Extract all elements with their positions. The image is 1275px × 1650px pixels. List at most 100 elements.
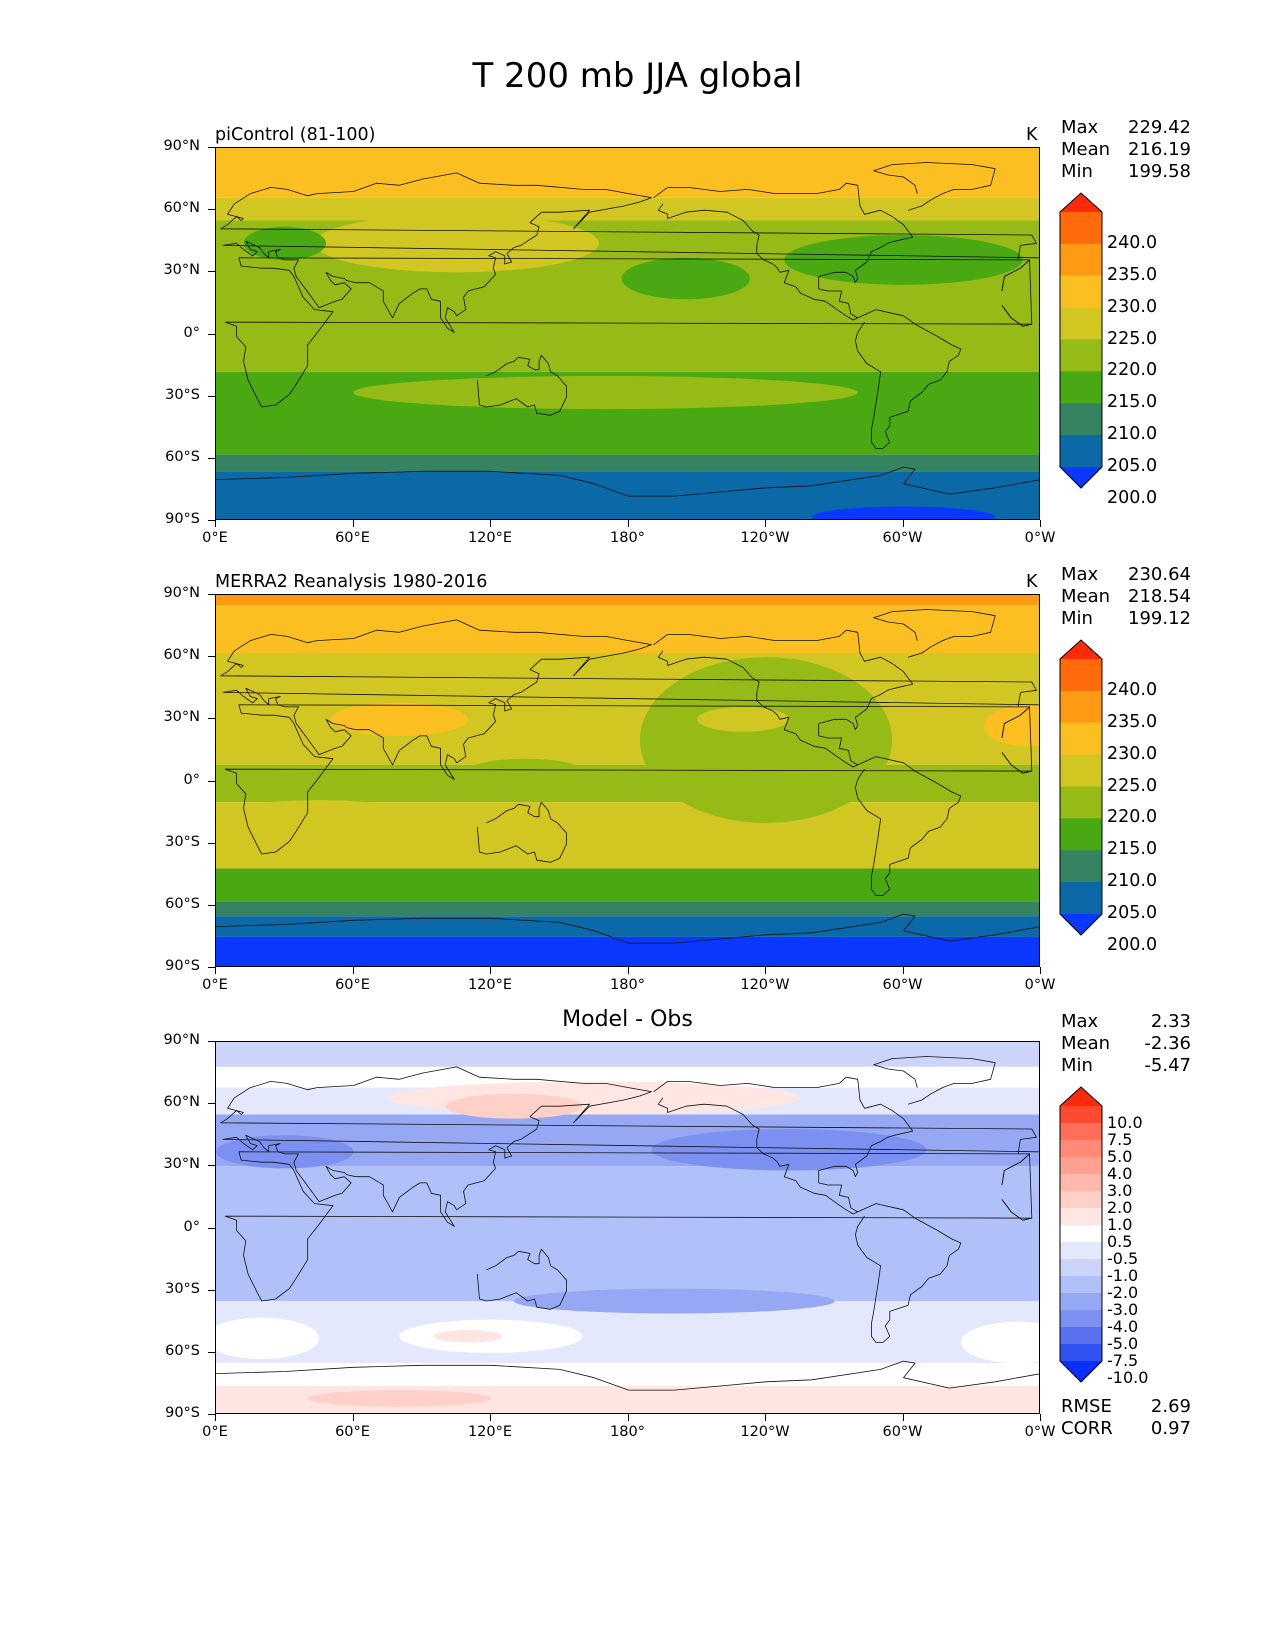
colorbar-segment (1060, 1157, 1102, 1175)
contour-band (216, 1042, 1039, 1067)
colorbar-segment (1060, 818, 1102, 851)
lon-tick (352, 1414, 354, 1421)
colorbar-tick-label: 7.5 (1107, 1130, 1133, 1149)
coastline (653, 1076, 914, 1215)
lon-tick (902, 1414, 904, 1421)
map-panel-1: piControl (81-100) K Max 229.42 Mean 216.19 Mi… (0, 117, 1275, 577)
colorbar-segment (1060, 243, 1102, 277)
contour-region (216, 1317, 320, 1360)
coastline (855, 309, 962, 449)
lat-tick (208, 1041, 215, 1042)
lon-tick (490, 967, 491, 974)
score-value: 2.69 (1150, 1396, 1191, 1417)
stat-value: -2.36 (1144, 1033, 1191, 1054)
map-svg (216, 1042, 1039, 1413)
lon-tick (627, 1414, 629, 1421)
colorbar-segment (1060, 307, 1102, 341)
lat-tick (208, 147, 215, 148)
colorbar-segment (1060, 1327, 1102, 1345)
panel-title: MERRA2 Reanalysis 1980-2016 (215, 572, 488, 592)
coastline (476, 354, 568, 416)
colorbar-tick-label: 3.0 (1107, 1181, 1133, 1200)
lon-tick (490, 1414, 491, 1421)
lat-tick-label: 90°S (165, 958, 200, 974)
stat-row: Max 229.42 (1061, 117, 1191, 139)
colorbar-tick-label: -0.5 (1107, 1249, 1139, 1268)
coastline (873, 609, 996, 658)
stat-value: 218.54 (1128, 586, 1191, 607)
lat-tick (208, 333, 215, 335)
contour-band (216, 1363, 1039, 1386)
coastline (1001, 706, 1033, 774)
contour-band (216, 1066, 1039, 1088)
colorbar-segment (1060, 1225, 1102, 1243)
colorbar-tick-label: 5.0 (1107, 1147, 1133, 1166)
map-svg (216, 148, 1039, 519)
map-area (215, 147, 1040, 520)
map-svg (216, 595, 1039, 966)
stat-label: Min (1061, 1055, 1093, 1076)
lon-tick (902, 520, 904, 527)
lon-tick-label: 60°W (882, 977, 923, 993)
contour-region (621, 257, 750, 300)
lon-tick-label: 60°E (335, 1424, 370, 1440)
contour-region (307, 1390, 491, 1407)
lat-tick (208, 842, 215, 844)
colorbar-segment (1060, 1276, 1102, 1294)
lon-tick (627, 967, 629, 974)
coastline (224, 704, 1033, 855)
lat-tick (208, 1414, 215, 1415)
stat-value: 229.42 (1128, 117, 1191, 138)
colorbar-extend-bottom (1060, 1361, 1102, 1382)
contour-region (330, 702, 469, 736)
stat-row: Max 2.33 (1061, 1011, 1191, 1033)
stat-label: Max (1061, 564, 1099, 585)
panel-title: Model - Obs (562, 1007, 693, 1032)
colorbar-tick-label: 230.0 (1107, 296, 1158, 317)
colorbar-tick-label: -1.0 (1107, 1266, 1139, 1285)
colorbar-tick-label: 205.0 (1107, 456, 1158, 476)
lat-tick (208, 1351, 215, 1353)
colorbar-segment (1060, 435, 1102, 468)
stat-label: Max (1061, 117, 1099, 138)
contour-region (697, 706, 789, 732)
lat-tick-label: 90°S (165, 1405, 200, 1421)
coastline (855, 1203, 962, 1343)
colorbar-tick-label: 220.0 (1107, 360, 1158, 381)
colorbar-tick-label: 225.0 (1107, 775, 1158, 796)
contour-region (811, 506, 996, 519)
contour-region (639, 657, 893, 823)
figure-title: T 200 mb JJA global (472, 56, 803, 96)
contour-band (216, 148, 1039, 198)
lat-tick-label: 60°N (163, 647, 200, 664)
colorbar-tick-label: 210.0 (1107, 424, 1158, 445)
colorbar-extend-bottom (1060, 914, 1102, 935)
lat-tick-label: 60°N (163, 200, 200, 217)
colorbar-extend-bottom (1060, 467, 1102, 488)
lon-tick-label: 60°W (882, 530, 923, 546)
colorbar-tick-label: 215.0 (1107, 392, 1158, 413)
lon-tick-label: 0°W (1024, 977, 1056, 993)
colorbar-outline (1059, 192, 1103, 489)
colorbar-tick-label: 0.5 (1107, 1232, 1133, 1251)
colorbar-segment (1060, 850, 1102, 883)
colorbar-tick-label: -4.0 (1107, 1317, 1139, 1336)
contour-band (216, 197, 1039, 221)
colorbar-segment (1060, 1344, 1102, 1362)
lat-tick (208, 457, 215, 459)
colorbar-segment (1060, 1310, 1102, 1328)
lon-tick (352, 967, 354, 974)
contour-region (433, 1330, 503, 1343)
stats-block: Max 230.64 Mean 218.54 Min 199.12 (1061, 564, 1191, 630)
stats-block: Max 2.33 Mean -2.36 Min -5.47 (1061, 1011, 1191, 1077)
colorbar-tick-label: 235.0 (1107, 711, 1158, 732)
colorbar-extend-top (1060, 640, 1102, 659)
contour-band (216, 901, 1039, 917)
lat-tick (208, 904, 215, 906)
lat-tick (208, 718, 215, 720)
score-label: CORR (1061, 1418, 1113, 1439)
stat-row: Min 199.58 (1061, 161, 1191, 183)
stat-value: 216.19 (1128, 139, 1191, 160)
lat-tick (208, 1227, 215, 1229)
lat-tick-label: 60°S (165, 1342, 200, 1359)
